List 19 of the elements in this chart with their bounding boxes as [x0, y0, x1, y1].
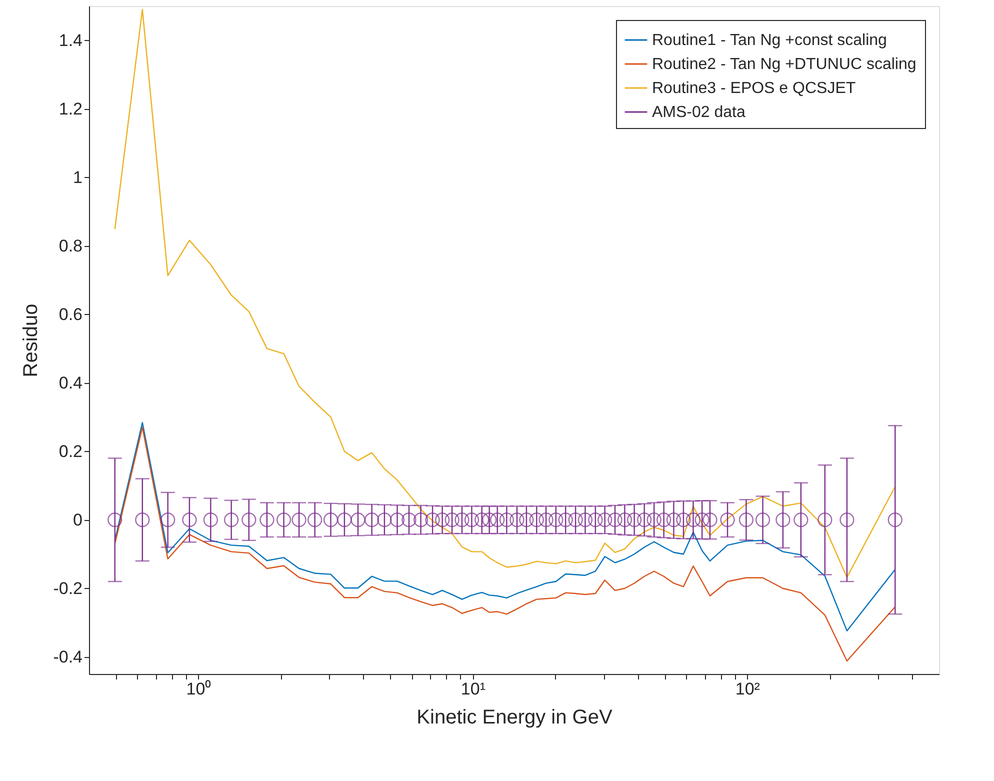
legend-label: Routine3 - EPOS e QCSJET — [652, 80, 856, 97]
legend-label: Routine2 - Tan Ng +DTUNUC scaling — [652, 56, 916, 73]
x-tick-label: 10⁰ — [186, 680, 212, 698]
x-tick-label: 10¹ — [460, 680, 486, 698]
y-tick-label: 1.4 — [58, 30, 82, 50]
y-tick-label: -0.4 — [53, 647, 82, 666]
y-tick-label: 0 — [73, 510, 82, 530]
y-tick-label: 0.4 — [58, 373, 82, 392]
legend-label: Routine1 - Tan Ng +const scaling — [652, 32, 887, 49]
x-tick-label: 10² — [735, 680, 760, 698]
legend-label: AMS-02 data — [652, 104, 746, 121]
y-tick-label: 0.2 — [58, 442, 82, 461]
x-axis-title: Kinetic Energy in GeV — [416, 706, 613, 728]
y-tick-label: 1.2 — [58, 99, 82, 118]
y-tick-label: 0.8 — [58, 236, 82, 256]
y-tick-label: 0.6 — [58, 304, 82, 324]
y-tick-label: 1 — [73, 168, 82, 187]
y-axis-title: Residuo — [20, 304, 42, 378]
y-tick-label: -0.2 — [53, 578, 82, 598]
